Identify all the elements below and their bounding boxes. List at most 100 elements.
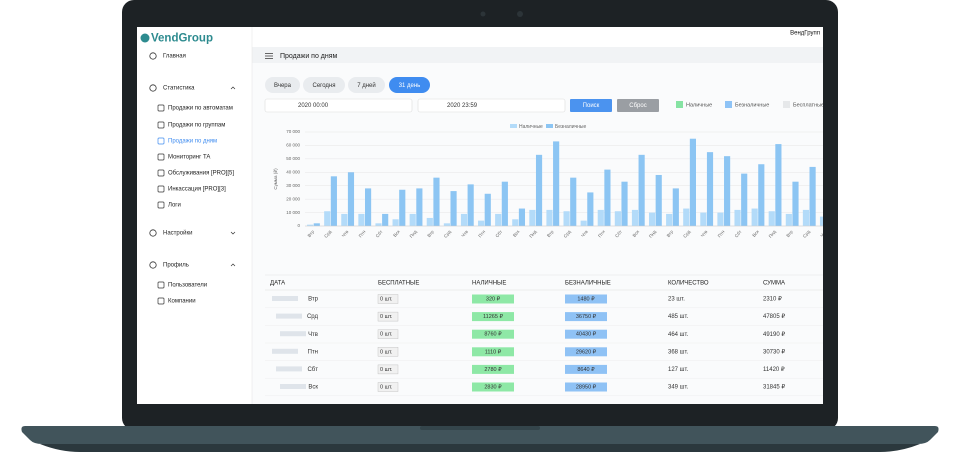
menu-icon: [149, 84, 157, 92]
toggle-label: Бесплатные: [793, 102, 824, 108]
x-tick-label: Птн: [477, 229, 486, 239]
bar: [341, 213, 348, 226]
camera: [517, 11, 523, 17]
menu-item[interactable]: Логи: [168, 203, 181, 209]
table-cell: 0 шт.: [380, 367, 393, 373]
bar: [358, 213, 365, 226]
bar: [638, 154, 645, 226]
bar: [478, 220, 485, 226]
bar: [604, 169, 611, 226]
table-day: Чтв: [308, 332, 318, 338]
table-cell: 8760 ₽: [484, 331, 502, 338]
date-input[interactable]: [417, 98, 566, 113]
cash-badge: [472, 364, 514, 374]
user-name[interactable]: ВендГрупп: [790, 31, 820, 37]
table-cell: 2310 ₽: [763, 296, 782, 303]
x-tick-label: Вск: [392, 229, 400, 238]
menu-item[interactable]: Обслуживания [PRO][5]: [168, 171, 234, 177]
y-tick-label: 40 000: [286, 169, 300, 174]
blurred-date: [276, 313, 302, 319]
y-tick-label: 60 000: [286, 143, 300, 148]
period-button[interactable]: [303, 77, 345, 93]
menu-item[interactable]: Статистика: [163, 86, 195, 92]
reset-label: Сброс: [629, 103, 646, 109]
bar: [484, 193, 491, 226]
menu-icon[interactable]: [265, 53, 273, 59]
menu-icon: [157, 169, 165, 177]
period-button[interactable]: [348, 77, 385, 93]
bar: [563, 211, 570, 226]
bar: [621, 181, 628, 226]
table-cell: 30730 ₽: [763, 348, 785, 355]
cashless-badge: [565, 347, 607, 357]
period-label: Сегодня: [313, 83, 336, 89]
x-tick-label: Сбт: [734, 229, 743, 238]
toggle-box[interactable]: [676, 101, 683, 108]
x-tick-label: Птн: [717, 229, 726, 239]
toggle-label: Безналичные: [735, 102, 769, 108]
period-button[interactable]: [389, 77, 430, 93]
bar: [631, 209, 639, 226]
menu-icon: [157, 153, 165, 161]
legend-swatch[interactable]: [546, 124, 553, 128]
legend-label: Безналичные: [555, 124, 586, 130]
legend-swatch[interactable]: [510, 124, 517, 128]
x-tick-label: Втр: [546, 229, 555, 238]
period-button[interactable]: [265, 77, 300, 93]
bar: [580, 220, 587, 226]
table-header: НАЛИЧНЫЕ: [472, 281, 506, 287]
table-cell: 485 шт.: [668, 314, 689, 320]
reset-button[interactable]: [617, 99, 659, 112]
x-tick-label: Сбт: [614, 229, 623, 238]
bar: [518, 208, 526, 226]
x-tick-label: Сбт: [375, 229, 384, 238]
table-cell: 2780 ₽: [484, 366, 502, 373]
x-tick-label: Чтв: [341, 229, 350, 238]
table-cell: 11265 ₽: [483, 313, 503, 320]
search-label: Поиск: [583, 103, 600, 109]
table-cell: 2830 ₽: [484, 383, 502, 390]
menu-item[interactable]: Продажи по дням: [168, 139, 217, 145]
y-tick-label: 50 000: [286, 156, 300, 161]
page-title: Продажи по дням: [280, 53, 338, 60]
x-tick-label: Вск: [632, 229, 640, 238]
bar: [724, 156, 731, 226]
menu-line: [265, 58, 273, 59]
base-edge: [40, 444, 920, 452]
menu-item[interactable]: Компании: [168, 299, 196, 305]
date-to: 2020 23:59: [447, 103, 478, 109]
table-header: БЕСПЛАТНЫЕ: [378, 281, 419, 287]
search-button[interactable]: [570, 99, 612, 112]
period-label: 31 день: [399, 83, 421, 89]
date-input[interactable]: [264, 98, 413, 113]
menu-item[interactable]: Продажи по группам: [168, 123, 225, 129]
blurred-date: [280, 384, 306, 389]
x-tick-label: Втр: [307, 229, 316, 238]
bar: [307, 224, 314, 226]
toggle-box[interactable]: [783, 101, 790, 108]
header-bar: [252, 47, 823, 63]
menu-item[interactable]: Пользователи: [168, 283, 207, 289]
cashless-badge: [565, 294, 607, 304]
table-cell: 31845 ₽: [763, 384, 785, 391]
menu-item[interactable]: Продажи по автоматам: [168, 106, 233, 112]
table-cell: 1480 ₽: [577, 295, 595, 302]
menu-item[interactable]: Мониторинг ТА: [168, 155, 210, 161]
bar: [689, 138, 696, 226]
table-cell: 464 шт.: [668, 332, 689, 338]
toggle-box[interactable]: [725, 101, 732, 108]
menu-item[interactable]: Главная: [163, 54, 186, 60]
menu-item[interactable]: Профиль: [163, 263, 189, 269]
x-tick-label: Пнд: [528, 229, 537, 239]
x-tick-label: Чтв: [700, 229, 709, 238]
menu-item[interactable]: Инкассация [PRO][3]: [168, 187, 226, 193]
sensor: [480, 11, 486, 17]
menu-icon: [157, 201, 165, 209]
bar: [570, 177, 577, 226]
chevron: [230, 86, 236, 90]
blurred-date: [276, 366, 302, 372]
bar: [768, 211, 775, 226]
menu-icon: [157, 281, 165, 289]
menu-item[interactable]: Настройки: [163, 230, 192, 237]
table-cell: 0 шт.: [380, 296, 393, 302]
